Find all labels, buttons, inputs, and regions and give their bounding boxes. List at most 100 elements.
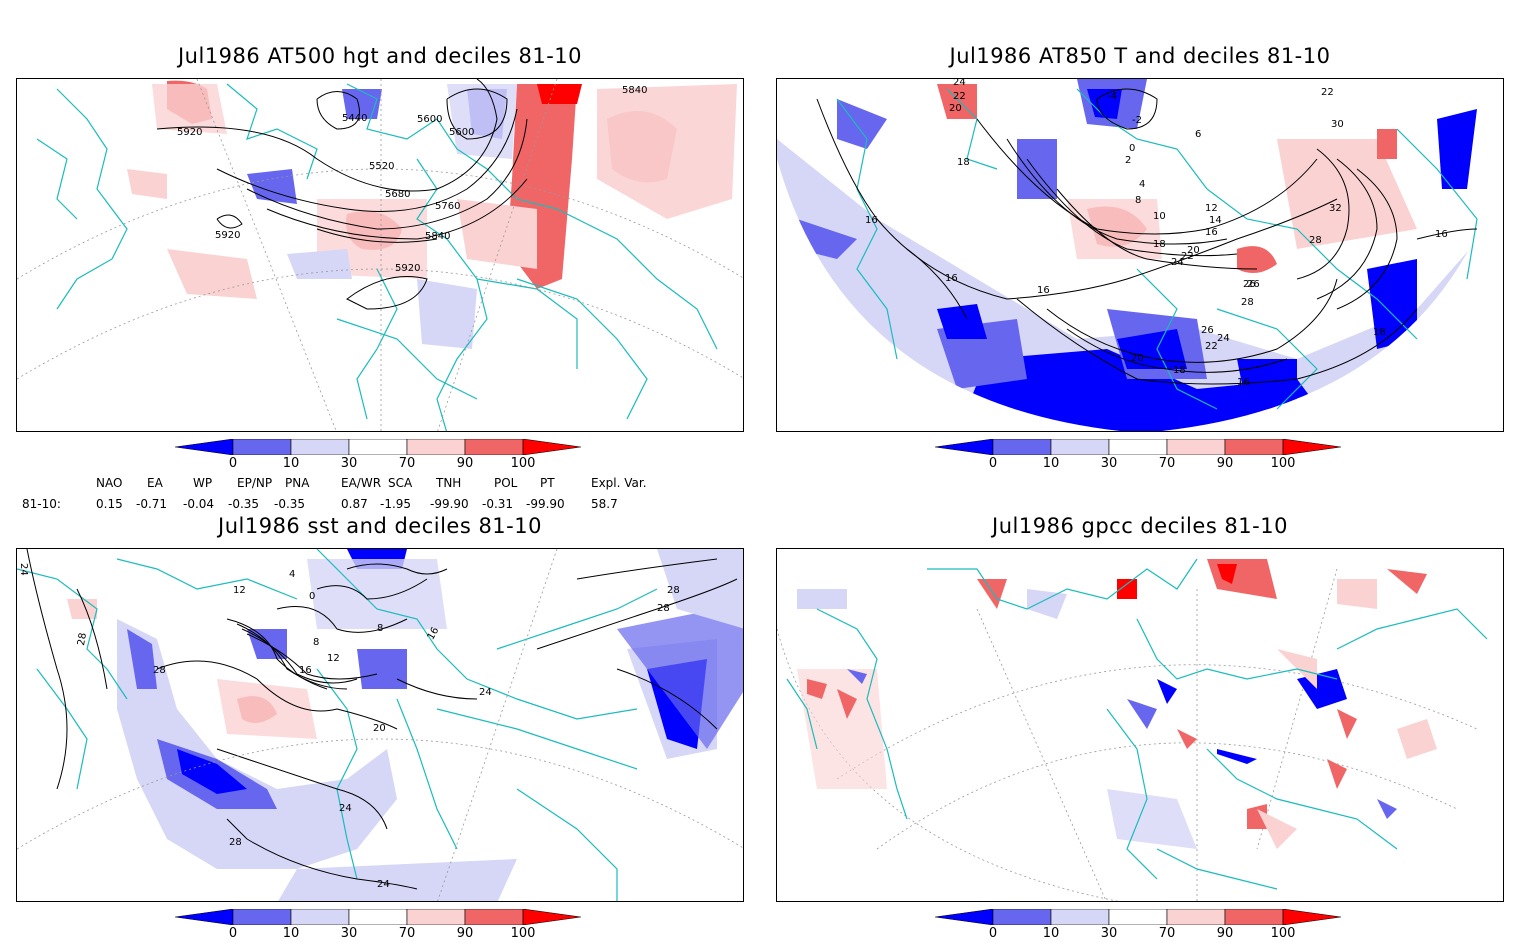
index-header: SCA [388, 476, 413, 490]
cbar-segment-1 [232, 909, 292, 925]
cbar-segment-4 [406, 439, 466, 455]
contour-label: 12 [327, 653, 340, 664]
contour-label: 6 [1195, 129, 1201, 140]
colorbar-tick: 100 [1270, 926, 1296, 941]
contour-label: 8 [313, 637, 319, 648]
colorbar: 0 10 30 70 90 100 [175, 909, 595, 943]
contour-label: 16 [1205, 227, 1218, 238]
contour-label: 18 [1373, 327, 1386, 338]
panel-title-t850: Jul1986 AT850 T and deciles 81-10 [949, 44, 1331, 68]
cbar-segment-3 [1108, 439, 1168, 455]
contour-label: 24 [18, 563, 29, 576]
colorbar-tick: 90 [1216, 456, 1234, 471]
cbar-segment-4 [1166, 909, 1226, 925]
cbar-segment-5 [1224, 909, 1284, 925]
index-row-label: 81-10: [22, 497, 61, 511]
colorbar: 0 10 30 70 90 100 [175, 439, 595, 473]
contour-label: 30 [1331, 119, 1344, 130]
index-header: POL [494, 476, 518, 490]
cbar-segment-0 [935, 909, 994, 925]
cbar-segment-0 [175, 909, 234, 925]
index-value: -0.35 [228, 497, 260, 511]
contour-label: 22 [1321, 87, 1334, 98]
contour-label: 32 [1329, 203, 1342, 214]
contour-label: 28 [153, 665, 166, 676]
coastlines [836, 88, 1478, 410]
cbar-segment-4 [1166, 439, 1226, 455]
colorbar-tick: 100 [510, 926, 536, 941]
contour-label: 28 [229, 837, 242, 848]
contour-label: 5600 [417, 114, 442, 125]
contour-label: 5440 [342, 113, 367, 124]
contour-label: 4 [289, 569, 295, 580]
contour-label: 16 [299, 665, 312, 676]
contour-label: 18 [1153, 239, 1166, 250]
map-panel-gpcc [776, 548, 1504, 902]
contour-label: 16 [865, 215, 878, 226]
panel-title-hgt500: Jul1986 AT500 hgt and deciles 81-10 [177, 44, 583, 68]
colorbar-tick: 70 [398, 926, 416, 941]
contour-label: 5920 [395, 263, 420, 274]
index-value: 0.87 [341, 497, 368, 511]
coastlines [786, 558, 1488, 890]
cbar-segment-3 [348, 439, 408, 455]
map-panel-sst: 24 28 12 4 0 8 12 16 20 24 28 28 28 24 2… [16, 548, 744, 902]
colorbar-tick: 10 [1042, 926, 1060, 941]
contour-label: 26 [1243, 279, 1256, 290]
contour-label: 28 [657, 603, 670, 614]
index-header: Expl. Var. [591, 476, 647, 490]
cbar-segment-6 [522, 909, 582, 925]
contour-label: 5760 [435, 201, 460, 212]
precip-deciles [797, 559, 1437, 849]
index-value: -99.90 [430, 497, 469, 511]
colorbar-tick: 30 [340, 456, 358, 471]
colorbar-tick: 100 [1270, 456, 1296, 471]
index-header: EA/WR [341, 476, 382, 490]
index-value: -0.35 [274, 497, 306, 511]
contour-label: -4 [1107, 91, 1117, 102]
contour-label: -2 [1132, 115, 1142, 126]
cbar-segment-3 [1108, 909, 1168, 925]
contour-label: 5920 [177, 127, 202, 138]
colorbar-tick: 90 [456, 456, 474, 471]
index-header: NAO [96, 476, 123, 490]
contour-label: 12 [233, 585, 246, 596]
index-value: -0.31 [482, 497, 514, 511]
colorbar-strip [175, 439, 582, 455]
colorbar-strip [935, 439, 1342, 455]
colorbar-tick: 30 [1100, 456, 1118, 471]
temperature-contours [816, 88, 1478, 385]
map-panel-hgt500: 5920 5440 5600 5600 5840 5520 5680 5760 … [16, 78, 744, 432]
cbar-segment-1 [232, 439, 292, 455]
colorbar-tick: 10 [1042, 456, 1060, 471]
colorbar-tick: 100 [510, 456, 536, 471]
cbar-segment-6 [1282, 909, 1342, 925]
colorbar-strip [175, 909, 582, 925]
index-value: 58.7 [591, 497, 618, 511]
colorbar-tick: 70 [1158, 456, 1176, 471]
colorbar-tick: 70 [1158, 926, 1176, 941]
lat-lon-grid [777, 568, 1478, 901]
contour-label: 20 [373, 723, 386, 734]
contour-label: 20 [1187, 245, 1200, 256]
colorbar-strip [935, 909, 1342, 925]
cbar-segment-1 [992, 439, 1052, 455]
lat-lon-grid [17, 549, 743, 901]
lat-lon-grid [17, 79, 743, 431]
contour-label: 28 [667, 585, 680, 596]
contour-label: 20 [1131, 353, 1144, 364]
contour-label: 28 [76, 632, 89, 646]
contour-label: 24 [953, 79, 966, 88]
colorbar-tick: 0 [988, 456, 998, 471]
cbar-segment-2 [290, 439, 350, 455]
colorbar-tick: 0 [228, 456, 238, 471]
height-contours [156, 79, 528, 310]
contour-label: 16 [1037, 285, 1050, 296]
contour-label: 24 [479, 687, 492, 698]
colorbar-tick: 70 [398, 456, 416, 471]
contour-label: 22 [1181, 251, 1194, 262]
index-value: 0.15 [96, 497, 123, 511]
contour-label: 28 [1309, 235, 1322, 246]
contour-label: 5840 [425, 231, 450, 242]
contour-label: 5840 [622, 85, 647, 96]
